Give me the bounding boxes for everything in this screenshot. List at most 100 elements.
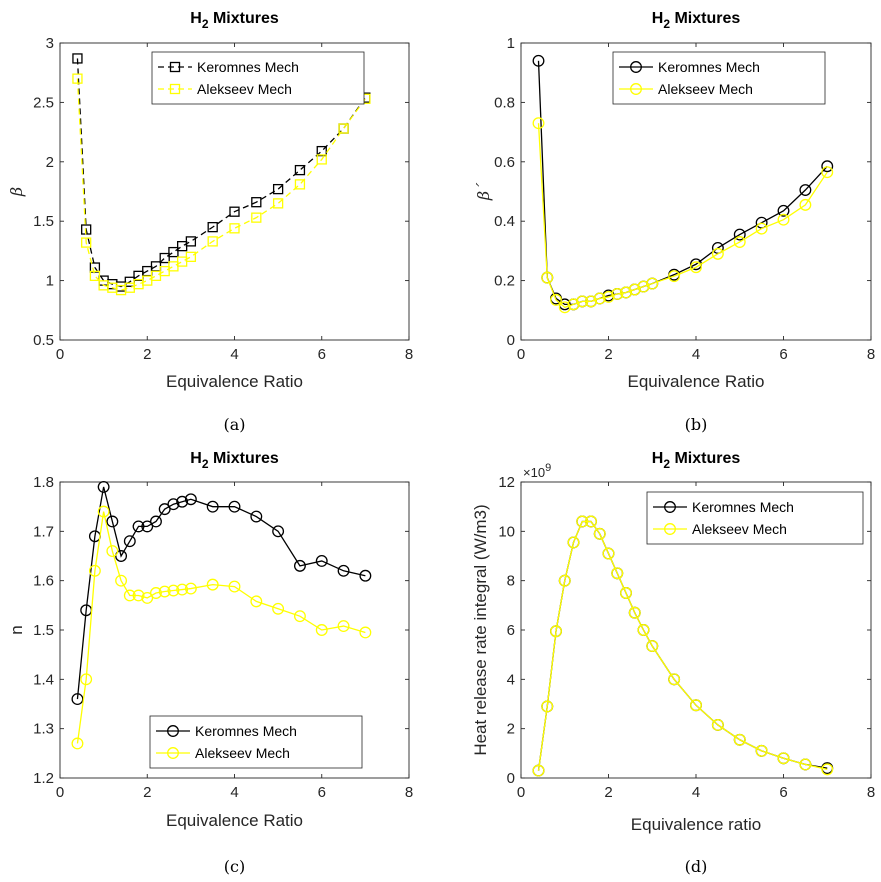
panel-caption: (a) — [223, 415, 245, 434]
data-point — [821, 166, 834, 179]
y-axis-label: β´ — [474, 182, 493, 201]
x-tick-label: 6 — [779, 784, 787, 801]
legend-box — [149, 715, 363, 769]
y-tick-label: 0.8 — [494, 94, 515, 111]
data-point — [690, 699, 702, 712]
data-point — [158, 585, 171, 598]
x-axis-label: Equivalence Ratio — [627, 372, 764, 391]
data-point — [251, 197, 262, 208]
data-point — [293, 559, 306, 572]
data-point — [168, 246, 179, 258]
data-point — [799, 198, 812, 211]
legend: Keromnes Mech Alekseev Mech — [151, 51, 365, 105]
data-point — [123, 535, 136, 548]
chart-title: H2 Mixtures — [190, 450, 279, 471]
legend-marker — [167, 747, 179, 759]
y-tick-label: 0.5 — [33, 332, 54, 349]
y-tick-label: 12 — [498, 474, 515, 491]
data-point — [567, 298, 580, 311]
legend: Keromnes Mech Alekseev Mech — [149, 715, 363, 769]
legend-label: Alekseev Mech — [692, 521, 787, 537]
data-point — [97, 505, 110, 518]
x-tick-label: 0 — [56, 346, 64, 363]
legend-marker — [630, 61, 642, 73]
legend-label: Keromnes Mech — [197, 59, 299, 75]
data-point — [132, 520, 145, 533]
data-point — [316, 154, 327, 165]
data-point — [799, 184, 812, 196]
y-tick-label: 8 — [507, 573, 515, 590]
data-point — [150, 515, 162, 528]
data-point — [668, 673, 681, 686]
data-point — [207, 236, 218, 247]
data-point — [541, 271, 554, 284]
data-point — [159, 252, 170, 264]
x-tick-label: 8 — [405, 784, 413, 801]
x-tick-label: 6 — [318, 784, 326, 801]
data-point — [337, 564, 350, 577]
x-tick-label: 8 — [867, 346, 875, 363]
y-tick-label: 1.8 — [33, 474, 54, 491]
data-point — [141, 520, 154, 533]
data-point — [106, 545, 119, 558]
y-tick-label: 1.3 — [33, 721, 54, 738]
series-1 — [72, 73, 371, 296]
data-point — [206, 500, 219, 513]
data-point — [272, 602, 285, 615]
data-point — [532, 54, 545, 67]
data-point — [97, 480, 110, 493]
data-point — [315, 554, 328, 567]
data-point — [558, 301, 571, 314]
chart-panel-c: 0 2 4 6 81.21.31.41.51.61.71.8H2 MixturesEqu… — [7, 450, 413, 876]
title-main: H — [190, 10, 202, 27]
data-point — [185, 236, 197, 247]
x-tick-label: 4 — [692, 784, 700, 801]
data-point — [141, 591, 154, 604]
data-point — [550, 625, 562, 638]
series-1 — [532, 515, 834, 777]
data-point — [228, 580, 241, 593]
data-point — [228, 500, 241, 513]
data-point — [550, 293, 562, 306]
data-point — [777, 752, 790, 765]
title-rest: Mixtures — [209, 450, 279, 467]
x-tick-label: 2 — [143, 784, 151, 801]
series-1 — [71, 505, 372, 750]
legend: Keromnes Mech Alekseev Mech — [612, 51, 826, 105]
data-point — [593, 527, 606, 540]
y-tick-label: 1.6 — [33, 573, 54, 590]
data-point — [611, 567, 624, 580]
data-point — [541, 700, 554, 713]
data-point — [637, 624, 650, 636]
x-tick-label: 2 — [604, 784, 612, 801]
data-point — [359, 626, 372, 639]
data-point — [637, 280, 650, 293]
data-point — [72, 73, 83, 84]
data-point — [755, 222, 768, 235]
series-line — [537, 520, 828, 771]
x-axis-label: Equivalence ratio — [631, 815, 761, 834]
data-point — [338, 123, 349, 134]
y-tick-label: 2 — [507, 721, 515, 738]
data-point — [690, 261, 702, 274]
y-tick-label: 0.6 — [494, 154, 515, 171]
x-axis-label: Equivalence Ratio — [166, 372, 303, 391]
y-axis-label: Heat release rate integral (W/m3) — [471, 504, 490, 755]
data-point — [72, 53, 83, 64]
title-main: H — [652, 10, 664, 27]
data-point — [602, 547, 615, 560]
data-point — [71, 693, 84, 706]
x-tick-label: 4 — [230, 784, 238, 801]
x-axis-label: Equivalence Ratio — [166, 811, 303, 830]
data-point — [123, 589, 136, 602]
data-point — [585, 295, 597, 308]
data-point — [229, 223, 240, 234]
data-point — [293, 610, 306, 623]
legend-marker — [664, 523, 676, 535]
legend-label: Keromnes Mech — [692, 499, 794, 515]
data-point — [646, 640, 659, 652]
data-point — [585, 515, 597, 528]
legend-marker — [630, 83, 642, 95]
data-point — [158, 503, 171, 516]
